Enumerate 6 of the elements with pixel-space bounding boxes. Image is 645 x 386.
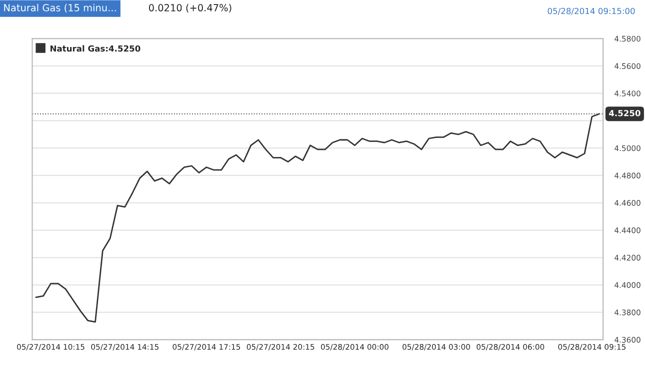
chart-subtitle: 0.0210 (+0.47%) <box>148 4 232 13</box>
line-series <box>35 113 600 323</box>
text: 05/28/2014 09:15:00 <box>548 8 635 15</box>
ref-line-label: 4.5250 <box>609 110 640 116</box>
chart-title: Natural Gas (15 minu... <box>4 4 116 13</box>
legend-label: Natural Gas:4.5250 <box>50 45 140 52</box>
